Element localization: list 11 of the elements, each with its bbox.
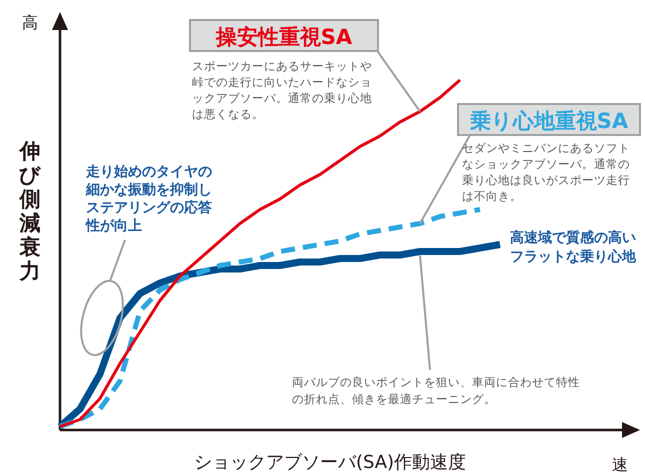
annotation: 両バルブの良いポイントを狙い、車両に合わせて特性の折れ点、傾きを最適チューニング。 (292, 375, 580, 406)
text: 高 (22, 13, 38, 32)
text: 操安性重視SA (214, 25, 353, 49)
annotation: セダンやミニバンにあるソフトなショックアブソーバ。通常の乗り心地は良いがスポーツ走行は不向き。 (462, 141, 630, 203)
x-axis-title: ショックアブソーバ(SA)作動速度 (194, 452, 466, 473)
text: 速 (612, 455, 628, 474)
text: 乗り心地重視SA (468, 109, 629, 133)
annotation: 高速域で質感の高いフラットな乗り心地 (510, 229, 637, 265)
y-axis-title: 伸び側減衰力 (18, 139, 41, 283)
annotation: 走り始めのタイヤの細かな振動を抑制しステアリングの応答性が向上 (85, 164, 212, 234)
annotation: スポーツカーにあるサーキットや峠での走行に向いたハードなショックアブソーバ。通常の乗り心地は悪くなる。 (192, 59, 372, 121)
